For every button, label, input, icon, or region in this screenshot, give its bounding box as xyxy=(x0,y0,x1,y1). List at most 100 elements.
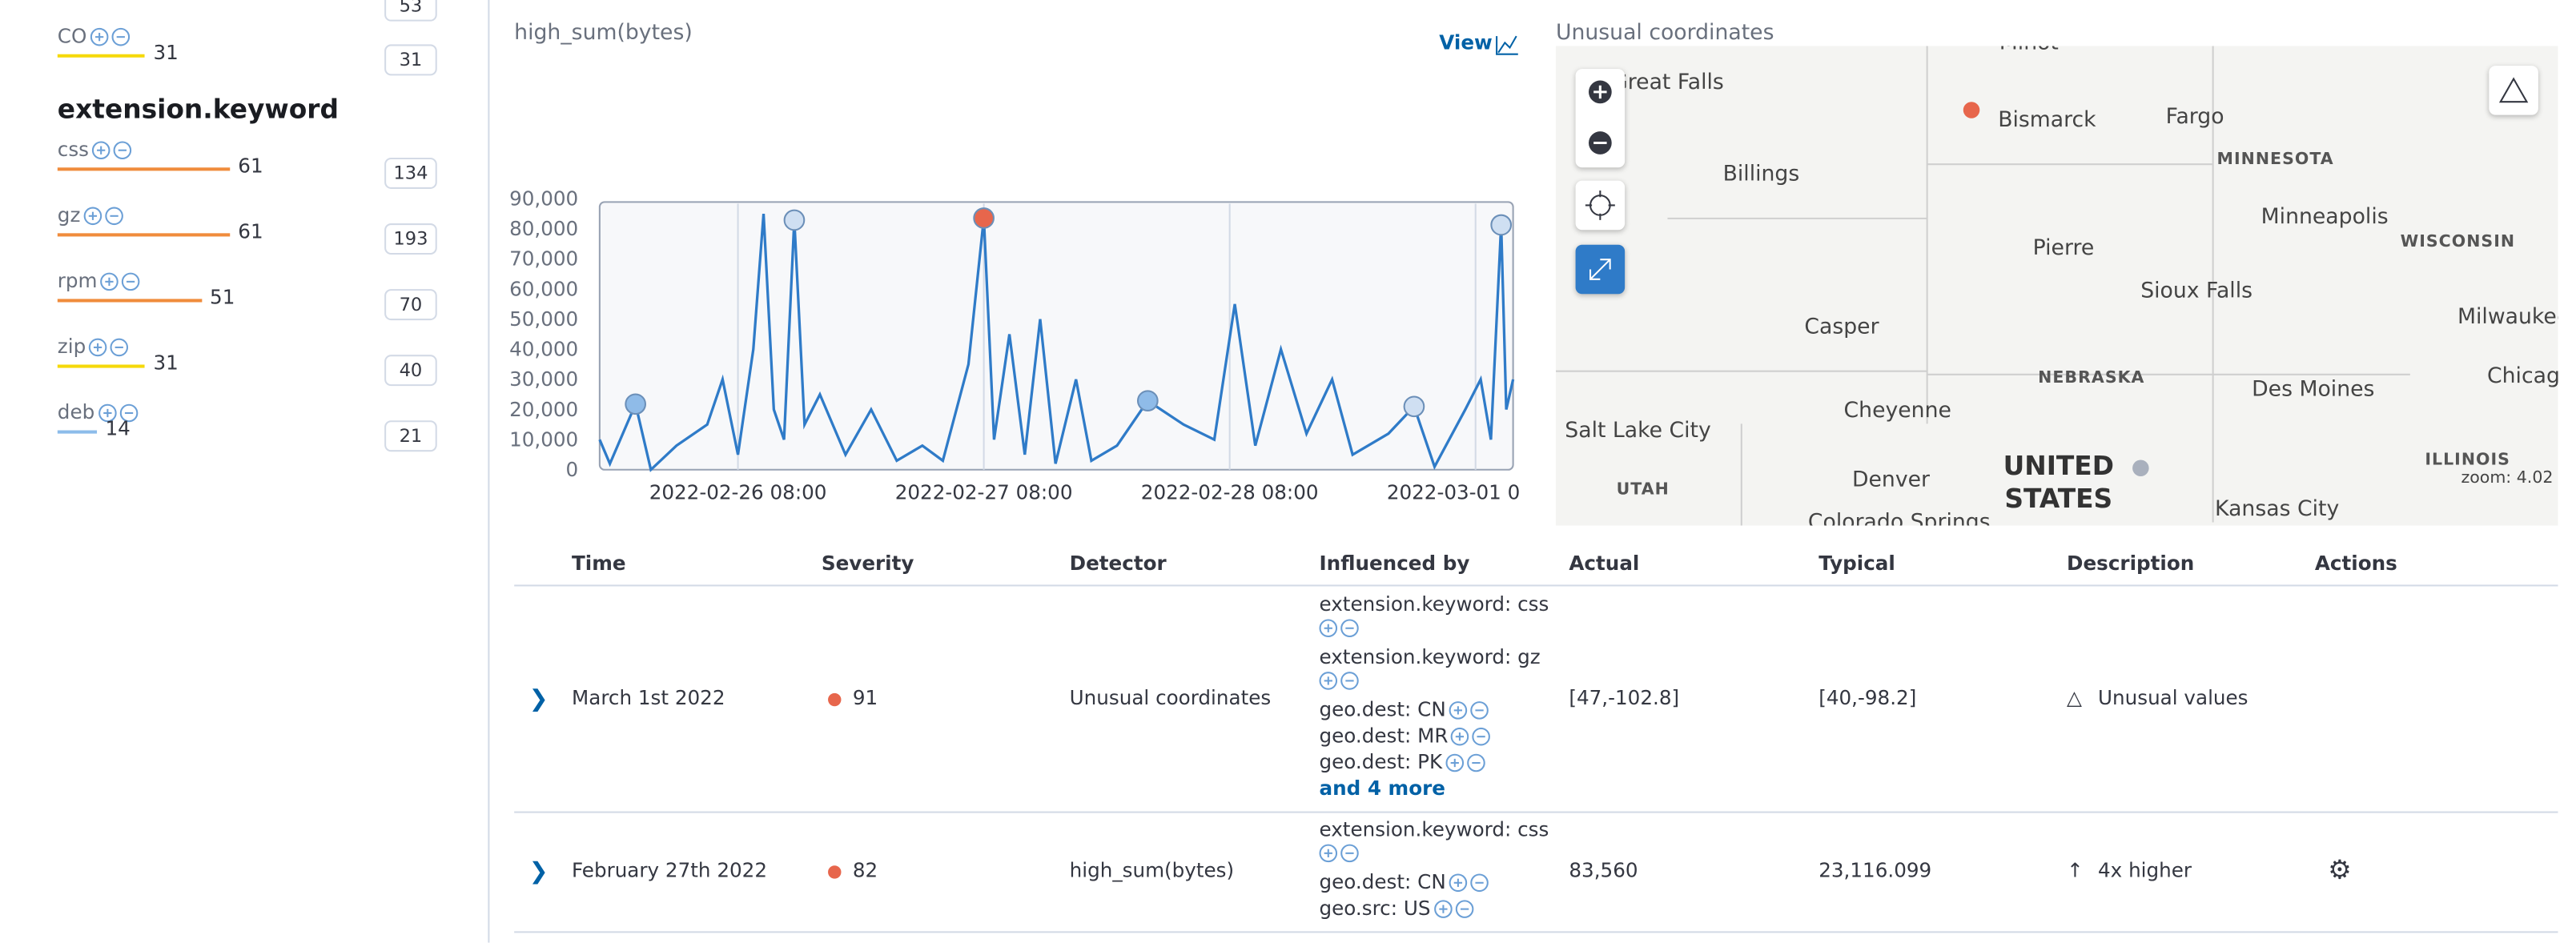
filter-icon[interactable] xyxy=(1449,873,1468,893)
locate-button[interactable] xyxy=(1575,180,1626,231)
filter-icon[interactable] xyxy=(105,207,123,226)
score-label: 61 xyxy=(238,219,263,243)
x-tick-label: 2022-02-27 08:00 xyxy=(895,481,1073,504)
y-tick-label: 90,000 xyxy=(509,187,578,210)
filter-icon[interactable] xyxy=(1319,672,1338,690)
map-label: Kansas City xyxy=(2215,497,2340,523)
field-count: 31 xyxy=(384,44,437,76)
filter-icon[interactable] xyxy=(1455,900,1473,918)
map-label: MINNESOTA xyxy=(2216,150,2334,170)
severity-dot xyxy=(828,692,842,706)
filter-icon[interactable] xyxy=(89,338,107,357)
filter-icon[interactable] xyxy=(1470,701,1489,720)
influencer: geo.dest: PK xyxy=(1320,751,1485,773)
y-tick-label: 50,000 xyxy=(509,307,578,331)
anomaly-marker xyxy=(973,207,995,229)
y-tick-label: 10,000 xyxy=(509,427,578,451)
filter-icon[interactable] xyxy=(110,338,129,357)
filter-icons xyxy=(1316,668,1359,692)
anomaly-marker xyxy=(625,393,646,415)
filter-icon[interactable] xyxy=(1449,701,1468,720)
field-heading: extension.keyword xyxy=(57,93,339,125)
filter-icons xyxy=(1316,616,1359,639)
severity-dot xyxy=(828,865,842,878)
filter-icon[interactable] xyxy=(1433,900,1453,918)
filter-icon[interactable] xyxy=(98,403,116,423)
actual: 83,560 xyxy=(1569,858,1638,881)
description-icon: △ xyxy=(2067,685,2082,709)
filter-icon[interactable] xyxy=(119,403,138,423)
y-tick-label: 80,000 xyxy=(509,217,578,240)
zoom-controls[interactable] xyxy=(1575,69,1626,168)
filter-icon[interactable] xyxy=(1319,619,1338,638)
influencer: geo.dest: CN xyxy=(1320,870,1489,893)
view-link[interactable]: View xyxy=(1439,30,1493,54)
map-label: Milwaukee xyxy=(2457,305,2558,331)
field-count: 70 xyxy=(384,289,437,321)
expand-icon: ❯ xyxy=(528,858,549,885)
filter-icon[interactable] xyxy=(1340,672,1359,690)
fullscreen-button[interactable] xyxy=(1575,244,1626,295)
field-count: 193 xyxy=(384,223,437,255)
y-tick-label: 60,000 xyxy=(509,277,578,300)
filter-icon[interactable] xyxy=(83,207,102,226)
filter-icon[interactable] xyxy=(1340,844,1359,863)
map-label: Casper xyxy=(1804,315,1879,340)
filter-icon[interactable] xyxy=(90,27,109,46)
filter-icon[interactable] xyxy=(1451,727,1470,746)
expand-icon: ❯ xyxy=(528,685,549,712)
column-header: Influenced by xyxy=(1319,552,1470,576)
map-label: UTAH xyxy=(1616,481,1670,500)
score-bar xyxy=(57,167,231,171)
map-label: ILLINOIS xyxy=(2425,451,2510,470)
score-label: 51 xyxy=(210,285,235,309)
filter-icon[interactable] xyxy=(100,272,119,291)
filter-icon[interactable] xyxy=(113,141,132,160)
severity: 82 xyxy=(852,858,878,881)
actions-icon: ⚙ xyxy=(2328,853,2352,885)
map-label: Great Falls xyxy=(1611,70,1724,95)
line-series xyxy=(598,213,1515,472)
map-label: Minot xyxy=(1999,46,2059,55)
influencer: extension.keyword: css xyxy=(1319,817,1549,841)
filter-icon[interactable] xyxy=(1470,873,1489,893)
more-link[interactable]: and 4 more xyxy=(1319,776,1445,801)
column-header: Actions xyxy=(2314,552,2397,576)
row-line xyxy=(514,811,2558,813)
score-bar xyxy=(57,430,98,434)
map-label: Salt Lake City xyxy=(1565,419,1711,443)
column-header: Severity xyxy=(821,552,914,576)
y-tick-label: 40,000 xyxy=(509,338,578,361)
column-header: Typical xyxy=(1818,552,1895,576)
warning-button[interactable] xyxy=(2489,66,2538,115)
influencer: geo.src: US xyxy=(1320,897,1473,920)
filter-icon[interactable] xyxy=(1319,844,1338,863)
filter-icon[interactable] xyxy=(92,141,111,160)
row-line xyxy=(514,931,2558,933)
column-header: Time xyxy=(571,552,626,576)
filter-icon[interactable] xyxy=(1445,753,1464,772)
x-tick-label: 2022-02-26 08:00 xyxy=(649,481,827,504)
score-label: 14 xyxy=(105,417,131,440)
divider xyxy=(488,0,490,943)
x-tick-label: 2022-02-28 08:00 xyxy=(1141,481,1319,504)
field-count: 53 xyxy=(384,0,437,22)
map-borders xyxy=(1555,46,2410,526)
map[interactable]: Minot Great Falls Bismarck Fargo MINNESOTA Bi… xyxy=(1555,46,2558,526)
severity: 91 xyxy=(852,685,878,709)
anomaly-marker xyxy=(783,209,806,231)
map-label: Fargo xyxy=(2165,105,2224,130)
filter-icon[interactable] xyxy=(1466,753,1485,772)
typical: [40,-98.2] xyxy=(1818,685,1917,709)
filter-icon[interactable] xyxy=(1340,619,1359,638)
filter-icon[interactable] xyxy=(111,27,130,46)
anomaly-marker xyxy=(1136,390,1159,411)
y-tick-label: 30,000 xyxy=(509,367,578,391)
filter-icons xyxy=(1316,841,1359,864)
filter-icon[interactable] xyxy=(1473,727,1491,746)
y-tick-label: 70,000 xyxy=(509,247,578,271)
filter-icon[interactable] xyxy=(122,272,140,291)
field-value: zip xyxy=(58,335,129,358)
time: March 1st 2022 xyxy=(571,685,725,709)
